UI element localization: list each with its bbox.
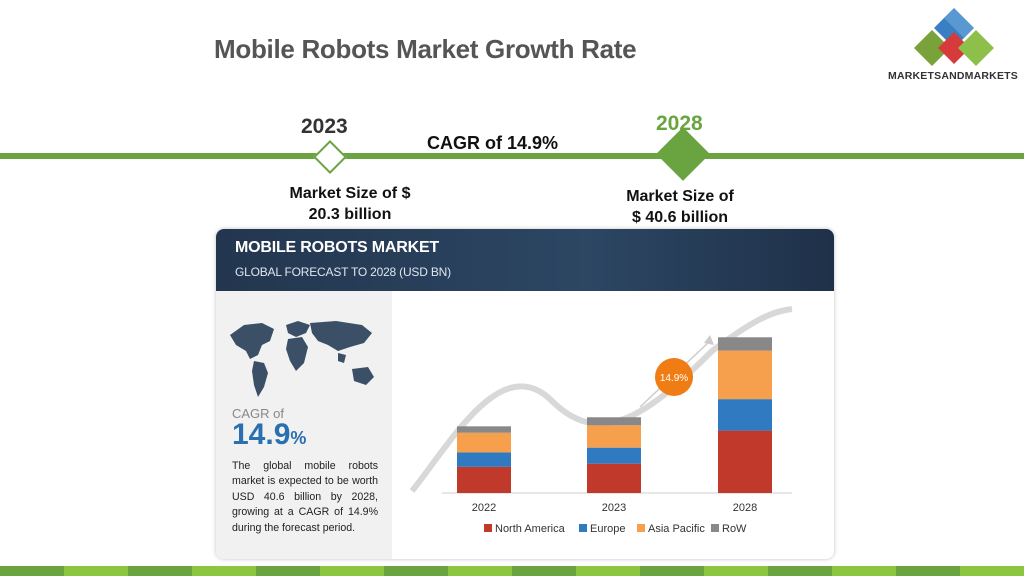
x-tick-label-2028: 2028	[733, 502, 757, 514]
bar-2023-north-america	[587, 463, 641, 493]
market-size-2028-line1: Market Size of	[626, 188, 734, 205]
cagr-number: 14.9	[232, 418, 291, 451]
cagr-percent-sign: %	[290, 428, 307, 448]
bar-2022-north-america	[457, 466, 511, 493]
timeline-start-year: 2023	[301, 115, 348, 138]
bar-2023-row	[587, 417, 641, 426]
bar-2028-row	[718, 337, 772, 351]
bottom-stripe	[0, 566, 1024, 576]
cagr-badge-label: 14.9%	[660, 373, 688, 384]
bar-2022-asia-pacific	[457, 432, 511, 453]
cagr-caption: CAGR of	[232, 406, 285, 421]
market-size-2028: Market Size of $ 40.6 billion	[605, 186, 755, 228]
legend-label-row: RoW	[722, 523, 747, 535]
stacked-bar-chart: 2022 2023 2028 14.9% North America Europe As…	[409, 306, 793, 535]
bar-2028-europe	[718, 399, 772, 431]
timeline-end-year: 2028	[656, 112, 703, 135]
legend-label-asia-pacific: Asia Pacific	[648, 523, 705, 535]
card-summary-panel: CAGR of 14.9% The global mobile robots m…	[216, 291, 392, 559]
bar-2023-asia-pacific	[587, 425, 641, 448]
bar-2022-row	[457, 426, 511, 433]
market-size-2028-line2: $ 40.6 billion	[631, 209, 729, 226]
logo-diamonds-icon	[914, 8, 994, 66]
x-tick-label-2022: 2022	[472, 502, 496, 514]
bar-2028-asia-pacific	[718, 350, 772, 400]
logo-text: MARKETSANDMARKETS	[888, 70, 1018, 82]
bar-2028-north-america	[718, 430, 772, 493]
x-tick-label-2023: 2023	[602, 502, 626, 514]
market-description: The global mobile robots market is expec…	[232, 460, 378, 534]
bar-2022-europe	[457, 452, 511, 467]
company-logo: MARKETSANDMARKETS	[884, 0, 1024, 92]
cagr-value: 14.9%	[232, 418, 306, 452]
card-subtitle: GLOBAL FORECAST TO 2028 (USD BN)	[235, 265, 451, 279]
market-size-2023-line2: 20.3 billion	[308, 206, 392, 223]
timeline-line	[0, 153, 1024, 159]
cagr-badge	[655, 358, 693, 396]
card-header: MOBILE ROBOTS MARKET GLOBAL FORECAST TO …	[216, 229, 834, 291]
forecast-card: MOBILE ROBOTS MARKET GLOBAL FORECAST TO …	[216, 229, 834, 559]
legend-label-north-america: North America	[495, 523, 566, 535]
page-title: Mobile Robots Market Growth Rate	[214, 34, 637, 64]
legend-swatch-north-america	[484, 524, 492, 532]
legend-label-europe: Europe	[590, 523, 625, 535]
market-size-2023-line1: Market Size of $	[289, 185, 411, 202]
legend-swatch-row	[711, 524, 719, 532]
market-size-2023: Market Size of $ 20.3 billion	[270, 183, 430, 225]
bar-2023-europe	[587, 447, 641, 464]
cagr-label: CAGR of 14.9%	[427, 133, 559, 153]
world-map-icon	[230, 321, 374, 397]
legend-swatch-asia-pacific	[637, 524, 645, 532]
legend-swatch-europe	[579, 524, 587, 532]
timeline-start-marker	[313, 140, 347, 174]
card-title: MOBILE ROBOTS MARKET	[235, 239, 439, 256]
growth-arrow-head	[704, 335, 714, 345]
